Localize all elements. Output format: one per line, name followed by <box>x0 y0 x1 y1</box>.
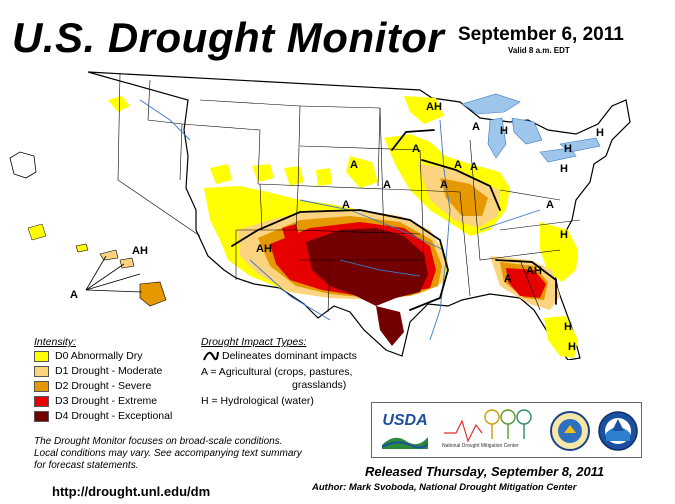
legend-label-d1: D1 Drought - Moderate <box>55 365 163 377</box>
website-url[interactable]: http://drought.unl.edu/dm <box>52 484 211 499</box>
impact-boundaries <box>231 129 557 311</box>
legend-item-d0: D0 Abnormally Dry <box>34 350 143 362</box>
alaska-d0 <box>27 223 47 241</box>
impact-labels: AH A A A A A A AH A H A H H H A H AH A H… <box>70 101 604 353</box>
label-h-northeast: H <box>564 143 572 155</box>
label-a-iowa: A <box>412 143 420 155</box>
partner-logos: USDA National Drought Mitigation Center <box>371 402 642 458</box>
label-a-nebraska: A <box>383 179 391 191</box>
label-a-dakota: A <box>350 159 358 171</box>
impact-boundary-label: Delineates dominant impacts <box>222 350 357 362</box>
label-a-wisconsin: A <box>440 179 448 191</box>
legend-label-d2: D2 Drought - Severe <box>55 380 152 392</box>
label-h-florida: H <box>564 321 572 333</box>
legend-swatch-d1 <box>34 365 49 377</box>
label-a-plains: A <box>342 199 350 211</box>
label-h-newengland: H <box>596 127 604 139</box>
label-a-michigan: A <box>472 121 480 133</box>
disclaimer-line-2: Local conditions may vary. See accompany… <box>34 448 302 459</box>
disclaimer-note: The Drought Monitor focuses on broad-sca… <box>34 436 334 472</box>
map-title: U.S. Drought Monitor <box>12 14 445 61</box>
great-lakes <box>461 93 601 163</box>
impact-heading: Drought Impact Types: <box>201 336 307 348</box>
legend-label-d4: D4 Drought - Exceptional <box>55 410 173 422</box>
boundary-line-icon <box>203 351 219 361</box>
state-borders <box>117 73 581 313</box>
label-a-hawaii: A <box>70 289 78 301</box>
impact-agricultural-label-cont: grasslands) <box>292 379 347 391</box>
legend-heading: Intensity: <box>34 336 77 348</box>
label-ah-georgia: AH <box>526 265 542 277</box>
label-h-florida-south: H <box>568 341 576 353</box>
noaa-seal-icon <box>598 411 638 451</box>
legend-swatch-d3 <box>34 395 49 407</box>
usda-logo-text: USDA <box>382 412 428 429</box>
hawaii-pointer-lines <box>85 255 143 293</box>
label-a-illinois: A <box>454 159 462 171</box>
ndmc-logo-text: National Drought Mitigation Center <box>442 443 519 449</box>
label-ah-hawaii: AH <box>132 245 148 257</box>
label-h-ohio: H <box>500 125 508 137</box>
legend-label-d0: D0 Abnormally Dry <box>55 350 143 362</box>
legend-item-d4: D4 Drought - Exceptional <box>34 410 172 422</box>
label-h-virginia: H <box>560 229 568 241</box>
legend-item-d1: D1 Drought - Moderate <box>34 365 162 377</box>
legend-swatch-d4 <box>34 410 49 422</box>
disclaimer-line-1: The Drought Monitor focuses on broad-sca… <box>34 436 283 447</box>
hawaii-islands <box>75 243 167 307</box>
impact-hydrological-label: H = Hydrological (water) <box>201 395 314 407</box>
disclaimer-line-3: for forecast statements. <box>34 460 139 471</box>
map-date: September 6, 2011 <box>458 24 624 45</box>
label-h-midatlantic: H <box>560 163 568 175</box>
label-ah-north: AH <box>426 101 442 113</box>
label-a-indiana: A <box>470 161 478 173</box>
valid-time: Valid 8 a.m. EDT <box>508 46 570 55</box>
legend-swatch-d2 <box>34 380 49 392</box>
drought-map: AH A A A A A A AH A H A H H H A H AH A H… <box>9 71 631 360</box>
usda-logo: USDA <box>380 409 430 453</box>
legend-label-d3: D3 Drought - Extreme <box>55 395 158 407</box>
legend-item-d2: D2 Drought - Severe <box>34 380 151 392</box>
ndmc-trees-icon <box>444 409 532 443</box>
author-credit: Author: Mark Svoboda, National Drought M… <box>312 482 577 493</box>
usda-landscape-icon <box>382 437 428 449</box>
release-date: Released Thursday, September 8, 2011 <box>365 464 605 479</box>
label-a-alabama: A <box>504 273 512 285</box>
impact-agricultural-label: A = Agricultural (crops, pastures, <box>201 366 353 378</box>
alaska-land <box>9 151 37 179</box>
legend-swatch-d0 <box>34 350 49 362</box>
rivers <box>139 99 541 341</box>
label-a-maryland: A <box>546 199 554 211</box>
ndmc-logo: National Drought Mitigation Center <box>442 407 542 455</box>
legend-item-d3: D3 Drought - Extreme <box>34 395 157 407</box>
commerce-seal-icon <box>550 411 590 451</box>
label-ah-southwest: AH <box>256 243 272 255</box>
